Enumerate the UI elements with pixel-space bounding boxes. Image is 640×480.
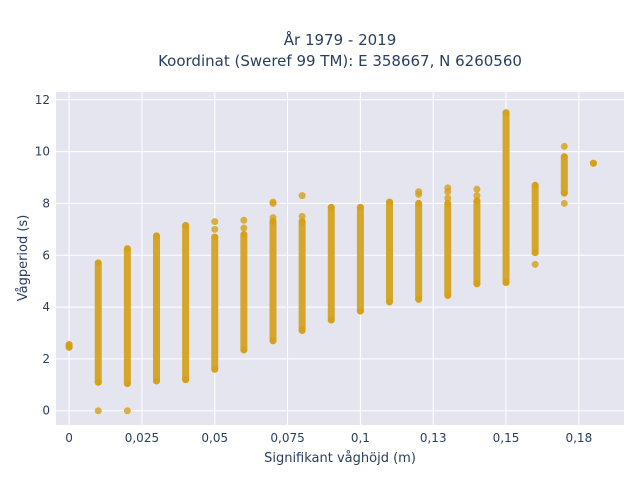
data-point — [531, 260, 539, 268]
y-tick-label: 6 — [42, 248, 50, 262]
data-point — [386, 198, 394, 206]
data-point — [327, 203, 335, 211]
data-point — [531, 249, 539, 257]
data-points — [65, 109, 597, 415]
y-tick-label: 10 — [35, 145, 50, 159]
data-point — [531, 181, 539, 189]
data-point — [240, 224, 248, 232]
y-tick-label: 4 — [42, 300, 50, 314]
data-point — [94, 259, 102, 267]
data-point — [211, 225, 219, 233]
data-point — [123, 245, 131, 253]
data-point — [152, 377, 160, 385]
y-tick-labels: 0 2 4 6 8 10 12 — [35, 93, 50, 418]
data-point — [560, 153, 568, 161]
chart-title-line-2: Koordinat (Sweref 99 TM): E 358667, N 62… — [158, 52, 522, 70]
y-tick-label: 0 — [42, 404, 50, 418]
data-point — [269, 214, 277, 222]
x-tick-label: 0,18 — [565, 431, 592, 445]
x-tick-labels: 0 0,025 0,05 0,075 0,1 0,13 0,15 0,18 — [65, 431, 592, 445]
data-point — [240, 346, 248, 354]
data-point — [182, 376, 190, 384]
x-tick-label: 0,13 — [420, 431, 447, 445]
data-point — [473, 185, 481, 193]
data-point — [473, 197, 481, 205]
data-point — [298, 192, 306, 200]
data-point — [298, 218, 306, 226]
x-tick-label: 0,05 — [201, 431, 228, 445]
data-point — [386, 298, 394, 306]
data-point — [502, 278, 510, 286]
data-point — [94, 407, 102, 415]
plot-background — [56, 92, 624, 425]
x-tick-label: 0,025 — [125, 431, 159, 445]
data-point — [182, 221, 190, 229]
data-point — [211, 365, 219, 373]
data-point — [473, 280, 481, 288]
data-point — [444, 194, 452, 202]
x-axis-title: Signifikant våghöjd (m) — [264, 451, 416, 466]
data-point — [444, 184, 452, 192]
y-tick-label: 2 — [42, 352, 50, 366]
data-point — [123, 407, 131, 415]
data-point — [356, 203, 364, 211]
data-point — [444, 199, 452, 207]
data-point — [327, 316, 335, 324]
data-point — [444, 291, 452, 299]
x-tick-label: 0,075 — [270, 431, 304, 445]
y-axis-title: Vågperiod (s) — [16, 215, 31, 302]
y-tick-label: 8 — [42, 196, 50, 210]
x-tick-label: 0,1 — [351, 431, 370, 445]
data-point — [240, 216, 248, 224]
data-point — [269, 337, 277, 345]
data-point — [298, 326, 306, 334]
y-tick-label: 12 — [35, 93, 50, 107]
data-point — [211, 233, 219, 241]
data-point — [123, 380, 131, 388]
chart-title-line-1: År 1979 - 2019 — [284, 30, 397, 49]
data-point — [502, 109, 510, 117]
data-point — [269, 198, 277, 206]
data-point — [589, 159, 597, 167]
data-point — [415, 199, 423, 207]
data-point — [560, 199, 568, 207]
data-point — [560, 142, 568, 150]
data-point — [298, 212, 306, 220]
data-point — [94, 378, 102, 386]
x-tick-label: 0,15 — [493, 431, 520, 445]
grid-lines — [56, 92, 624, 425]
data-point — [560, 189, 568, 197]
data-point — [415, 188, 423, 196]
data-point — [240, 231, 248, 239]
data-point — [211, 218, 219, 226]
data-point — [356, 307, 364, 315]
data-point — [473, 192, 481, 200]
x-tick-label: 0 — [65, 431, 73, 445]
data-point — [415, 295, 423, 303]
data-point — [152, 232, 160, 240]
data-point — [65, 341, 73, 349]
